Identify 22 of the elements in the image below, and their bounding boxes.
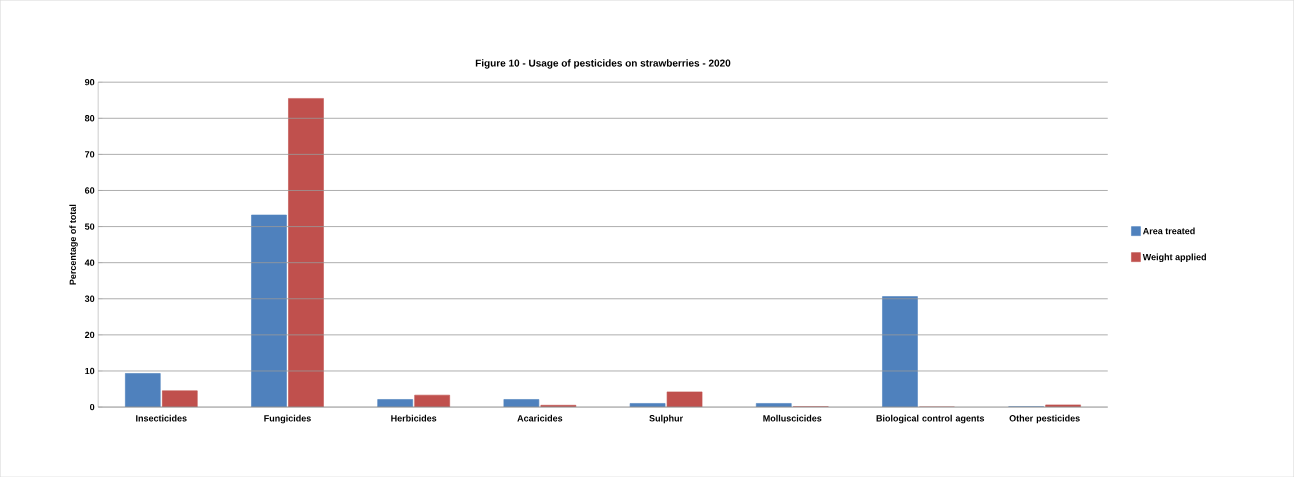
y-tick-label: 70 xyxy=(85,151,95,158)
y-tick-label: 40 xyxy=(84,259,95,266)
chart-title: Figure 10 - Usage of pesticides on strawberries - 2020 xyxy=(475,59,731,69)
y-tick-label: 10 xyxy=(85,367,95,375)
x-tick-label: Molluscicides xyxy=(763,414,822,422)
y-tick-label: 30 xyxy=(84,295,95,302)
y-tick-label: 60 xyxy=(84,187,95,194)
x-tick-label: Biological control agents xyxy=(876,414,985,424)
legend-label: Weight applied xyxy=(1142,253,1206,262)
y-tick-label: 50 xyxy=(84,223,95,230)
y-tick-label: 80 xyxy=(84,114,95,122)
x-tick-label: Sulphur xyxy=(649,414,683,424)
x-tick-label: Herbicides xyxy=(391,414,437,422)
legend-label: Area treated xyxy=(1142,227,1195,235)
y-tick-label: 20 xyxy=(84,331,95,338)
x-tick-label: Insecticides xyxy=(136,414,187,422)
x-tick-label: Fungicides xyxy=(264,414,311,424)
y-tick-label: 90 xyxy=(84,78,95,86)
x-tick-label: Other pesticides xyxy=(1009,414,1080,424)
y-axis-title: Percentage of total xyxy=(69,204,78,285)
y-tick-label: 0 xyxy=(90,403,95,411)
x-tick-label: Acaricides xyxy=(517,414,563,422)
